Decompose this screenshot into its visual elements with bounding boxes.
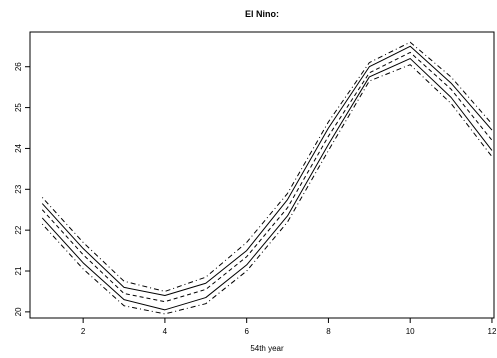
x-tick-label: 4 bbox=[163, 327, 168, 336]
y-tick-label: 25 bbox=[14, 103, 23, 112]
series-line-5 bbox=[41, 64, 493, 315]
y-tick-label: 24 bbox=[14, 143, 23, 152]
plot-frame bbox=[29, 31, 495, 319]
series-line-2 bbox=[41, 45, 493, 297]
series-group bbox=[41, 41, 493, 315]
series-line-1 bbox=[41, 41, 493, 292]
x-tick-label: 2 bbox=[81, 327, 86, 336]
series-line-4 bbox=[41, 58, 493, 311]
y-tick-label: 22 bbox=[14, 225, 23, 234]
series-line-3 bbox=[41, 51, 493, 303]
y-tick-label: 21 bbox=[14, 266, 23, 275]
x-tick-label: 6 bbox=[244, 327, 249, 336]
x-tick-label: 8 bbox=[326, 327, 331, 336]
y-tick-label: 26 bbox=[14, 62, 23, 71]
x-axis-label: 54th year bbox=[250, 344, 284, 353]
x-tick-label: 10 bbox=[406, 327, 415, 336]
y-tick-label: 20 bbox=[14, 307, 23, 316]
y-tick-label: 23 bbox=[14, 184, 23, 193]
x-tick-label: 12 bbox=[488, 327, 497, 336]
chart-title: El Nino: bbox=[245, 9, 279, 19]
